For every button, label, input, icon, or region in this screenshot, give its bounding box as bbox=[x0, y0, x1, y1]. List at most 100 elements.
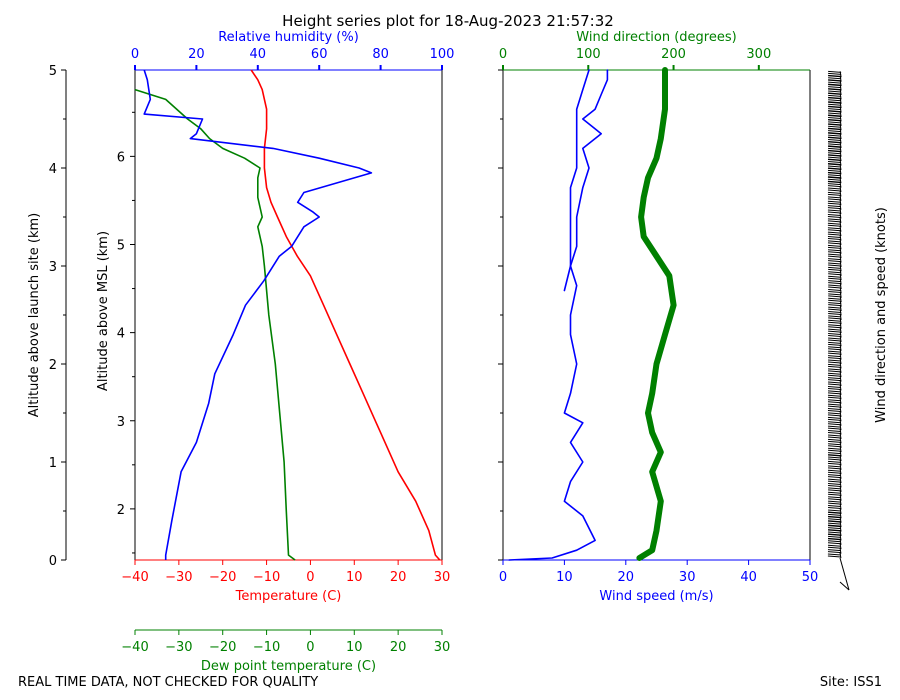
barb-flag bbox=[827, 165, 842, 168]
barb-flag bbox=[828, 328, 842, 331]
barb-flag bbox=[828, 456, 842, 459]
barb-flag bbox=[827, 390, 842, 393]
alt-site-tick-label: 3 bbox=[49, 260, 57, 275]
wdir-tick-label: 100 bbox=[576, 47, 601, 62]
barb-flag bbox=[828, 368, 842, 371]
barb-flag bbox=[828, 260, 842, 263]
barb-flag bbox=[827, 467, 842, 470]
barb-flag bbox=[828, 156, 842, 159]
barb-flag bbox=[828, 357, 842, 360]
barb-flag bbox=[827, 385, 842, 388]
barb-flag bbox=[828, 350, 842, 353]
barb-flag bbox=[828, 489, 842, 492]
barb-flag bbox=[828, 108, 842, 111]
barb-flag bbox=[827, 211, 841, 214]
barb-flag bbox=[828, 317, 842, 320]
barb-flag bbox=[828, 125, 842, 128]
barb-flag bbox=[827, 198, 841, 201]
barb-flag bbox=[828, 359, 842, 362]
barb-flag bbox=[828, 339, 842, 342]
barb-flag bbox=[828, 520, 842, 523]
barb-flag bbox=[828, 88, 842, 91]
temperature-tick-label: −40 bbox=[121, 570, 148, 585]
barb-flag bbox=[827, 553, 841, 556]
barb-flag bbox=[828, 105, 842, 108]
barb-flag bbox=[827, 537, 842, 540]
barb-flag bbox=[827, 462, 842, 465]
barb-flag bbox=[828, 531, 842, 534]
barb-flag bbox=[827, 222, 841, 225]
barb-flag bbox=[827, 167, 842, 170]
barb-flag bbox=[827, 374, 842, 377]
barb-flag bbox=[827, 200, 841, 203]
barb-flag bbox=[828, 293, 842, 296]
barb-flag bbox=[827, 403, 842, 406]
barb-flag bbox=[827, 205, 841, 208]
barb-flag bbox=[828, 81, 842, 84]
barb-flag bbox=[827, 185, 841, 188]
wdir-tick-label: 200 bbox=[661, 47, 686, 62]
barb-flag bbox=[828, 533, 842, 536]
wspd-tick-label: 20 bbox=[618, 570, 635, 585]
rh-tick-label: 100 bbox=[430, 47, 455, 62]
barb-flag bbox=[828, 143, 842, 146]
barb-flag bbox=[827, 196, 841, 199]
dewpoint-tick-label: −40 bbox=[121, 640, 148, 655]
barb-flag bbox=[828, 352, 842, 355]
barb-flag bbox=[828, 280, 842, 283]
temperature-tick-label: −20 bbox=[209, 570, 236, 585]
barb-ground-tip bbox=[839, 581, 850, 591]
barb-flag bbox=[828, 484, 842, 487]
barb-flag bbox=[827, 191, 841, 194]
barb-flag bbox=[827, 387, 842, 390]
rh-tick-label: 0 bbox=[131, 47, 139, 62]
barb-flag bbox=[828, 507, 842, 510]
barb-flag bbox=[827, 474, 842, 477]
alt-msl-tick-label: 4 bbox=[117, 327, 125, 342]
barb-flag bbox=[828, 500, 842, 503]
barb-flag bbox=[827, 546, 842, 549]
barb-flag bbox=[827, 246, 842, 249]
barb-flag bbox=[828, 306, 842, 309]
barb-flag bbox=[828, 319, 842, 322]
alt-msl-axis-label: Altitude above MSL (km) bbox=[96, 231, 111, 391]
barb-flag bbox=[827, 425, 842, 428]
barb-flag bbox=[827, 540, 842, 543]
barb-flag bbox=[828, 304, 842, 307]
barb-flag bbox=[828, 321, 842, 324]
barb-flag bbox=[828, 493, 842, 496]
barb-ground-staff bbox=[839, 557, 850, 591]
barb-flag bbox=[828, 118, 842, 121]
barb-flag bbox=[828, 152, 842, 155]
barb-flag bbox=[828, 139, 842, 141]
alt-site-tick-label: 1 bbox=[49, 456, 57, 471]
barb-flag bbox=[827, 401, 842, 404]
temperature-tick-label: 30 bbox=[434, 570, 451, 585]
barb-flag bbox=[828, 326, 842, 329]
barb-flag bbox=[828, 308, 842, 311]
barb-flag bbox=[828, 324, 842, 327]
barb-flag bbox=[828, 312, 842, 315]
barb-flag bbox=[827, 469, 842, 472]
rh-series bbox=[143, 69, 373, 560]
barb-flag bbox=[827, 408, 842, 411]
barb-flag bbox=[827, 218, 841, 221]
barb-flag bbox=[828, 302, 842, 305]
barb-flag bbox=[828, 315, 842, 318]
barb-flag bbox=[828, 454, 842, 457]
alt-site-tick-label: 5 bbox=[49, 64, 57, 79]
barb-flag bbox=[827, 434, 842, 437]
barb-flag bbox=[827, 224, 841, 227]
barb-flag bbox=[828, 518, 842, 521]
barb-flag bbox=[828, 310, 842, 313]
barb-flag bbox=[827, 249, 842, 252]
barb-flag bbox=[827, 244, 842, 247]
temperature-tick-label: 10 bbox=[346, 570, 363, 585]
barb-flag bbox=[828, 86, 842, 89]
barb-flag bbox=[828, 96, 842, 99]
dewpoint-tick-label: 30 bbox=[434, 640, 451, 655]
alt-site-tick-label: 4 bbox=[49, 162, 57, 177]
barb-flag bbox=[827, 396, 842, 399]
barb-flag bbox=[828, 527, 842, 530]
